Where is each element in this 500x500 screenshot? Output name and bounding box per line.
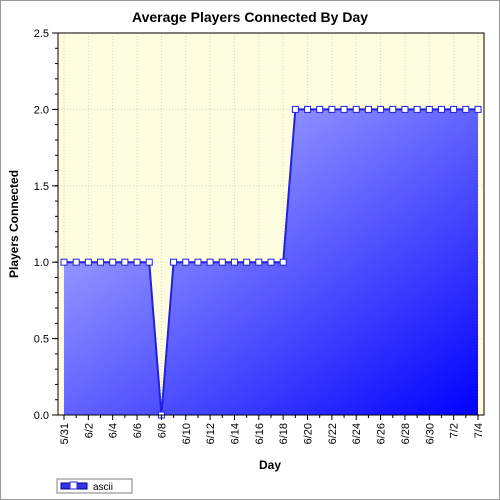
data-point-6/3 — [97, 258, 105, 266]
data-point-7/1 — [437, 105, 445, 113]
y-tick-label: 0.0 — [34, 410, 49, 422]
x-axis-label: Day — [259, 458, 281, 472]
data-point-6/20 — [304, 105, 312, 113]
x-tick-label: 6/10 — [181, 423, 193, 444]
x-tick-label: 6/22 — [327, 423, 339, 444]
x-tick-label: 5/31 — [59, 423, 71, 444]
data-point-5/31 — [60, 258, 68, 266]
y-axis: 0.0 0.5 1.0 1.5 2.0 2.5 — [34, 28, 58, 422]
data-point-6/13 — [218, 258, 226, 266]
data-point-7/3 — [462, 105, 470, 113]
y-tick-label: 2.5 — [34, 28, 49, 40]
x-tick-label: 7/2 — [449, 423, 461, 438]
x-tick-label: 6/14 — [229, 423, 241, 444]
x-tick-label: 6/26 — [376, 423, 388, 444]
data-point-6/11 — [194, 258, 202, 266]
data-point-6/15 — [243, 258, 251, 266]
x-tick-label: 6/6 — [132, 423, 144, 438]
data-point-6/10 — [182, 258, 190, 266]
x-tick-label: 6/2 — [83, 423, 95, 438]
x-tick-label: 7/4 — [473, 423, 485, 438]
x-tick-label: 6/12 — [205, 423, 217, 444]
x-tick-label: 6/28 — [400, 423, 412, 444]
data-point-6/21 — [316, 105, 324, 113]
chart-title: Average Players Connected By Day — [132, 9, 368, 25]
data-point-6/5 — [121, 258, 129, 266]
data-point-6/7 — [145, 258, 153, 266]
data-point-6/17 — [267, 258, 275, 266]
series-markers — [60, 105, 482, 419]
data-point-6/26 — [377, 105, 385, 113]
data-point-6/23 — [340, 105, 348, 113]
data-point-6/14 — [230, 258, 238, 266]
data-point-6/1 — [72, 258, 80, 266]
data-point-6/9 — [170, 258, 178, 266]
x-tick-label: 6/24 — [351, 423, 363, 444]
x-tick-label: 6/16 — [254, 423, 266, 444]
data-point-6/24 — [352, 105, 360, 113]
data-point-7/4 — [474, 105, 482, 113]
x-tick-label: 6/8 — [156, 423, 168, 438]
data-point-6/19 — [291, 105, 299, 113]
x-tick-label: 6/4 — [108, 423, 120, 438]
data-point-6/27 — [389, 105, 397, 113]
data-point-6/25 — [364, 105, 372, 113]
data-point-6/22 — [328, 105, 336, 113]
x-tick-label: 6/30 — [424, 423, 436, 444]
y-tick-label: 0.5 — [34, 334, 49, 346]
y-tick-label: 2.0 — [34, 104, 49, 116]
data-point-6/12 — [206, 258, 214, 266]
data-point-6/2 — [84, 258, 92, 266]
x-tick-label: 6/18 — [278, 423, 290, 444]
x-tick-label: 6/20 — [303, 423, 315, 444]
data-point-6/30 — [425, 105, 433, 113]
x-axis: 5/31 6/2 6/4 6/6 6/8 6/10 6/12 6/14 6/16 6/18 6/20… — [59, 415, 485, 444]
data-point-6/28 — [401, 105, 409, 113]
data-point-6/4 — [109, 258, 117, 266]
data-point-7/2 — [450, 105, 458, 113]
y-tick-label: 1.5 — [34, 181, 49, 193]
data-point-6/6 — [133, 258, 141, 266]
legend-marker-icon — [69, 481, 78, 490]
y-axis-label: Players Connected — [7, 170, 21, 278]
legend: ascii — [56, 478, 133, 494]
y-tick-label: 1.0 — [34, 257, 49, 269]
data-point-6/18 — [279, 258, 287, 266]
legend-label: ascii — [93, 482, 113, 493]
data-point-6/16 — [255, 258, 263, 266]
data-point-6/29 — [413, 105, 421, 113]
